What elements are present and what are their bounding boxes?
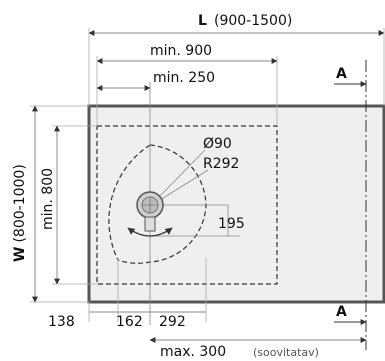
drain-radius-arc (108, 144, 207, 264)
label-W: W(800-1000) (12, 164, 28, 262)
drain-icon (127, 191, 173, 237)
label-min900: min. 900 (150, 43, 212, 59)
label-162: 162 (116, 314, 143, 330)
label-L-prefix: L (198, 13, 207, 29)
leader-r292 (159, 169, 209, 201)
min-area-dashed (96, 125, 278, 285)
label-138: 138 (48, 314, 75, 330)
label-195: 195 (218, 216, 245, 232)
label-section-a-top: A (336, 66, 347, 82)
label-292: 292 (159, 314, 186, 330)
leader-dia90 (157, 149, 206, 199)
label-recommended: (soovitatav) (253, 346, 319, 359)
shower-tray-outline (87, 104, 385, 304)
label-min800: min. 800 (40, 168, 56, 230)
label-max300: max. 300 (160, 344, 226, 360)
label-section-a-bottom: A (336, 304, 347, 320)
label-dia90: Ø90 (203, 136, 232, 152)
label-min250: min. 250 (153, 70, 215, 86)
label-L-range: (900-1500) (214, 13, 292, 29)
label-r292: R292 (203, 156, 239, 172)
